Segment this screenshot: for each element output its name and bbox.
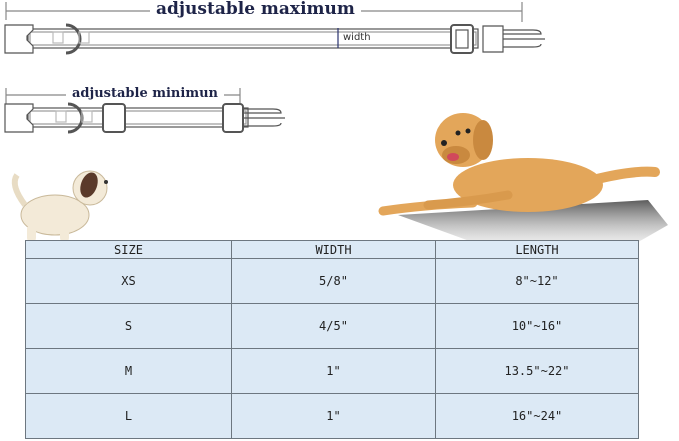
- table-row: S 4/5" 10"~16": [25, 303, 639, 349]
- puppy-illustration: [11, 170, 108, 242]
- length-cell: 13.5"~22": [435, 348, 639, 394]
- header-width: WIDTH: [231, 240, 436, 259]
- size-cell: M: [25, 348, 232, 394]
- width-cell: 5/8": [231, 258, 436, 304]
- size-cell: L: [25, 393, 232, 439]
- table-row: L 1" 16"~24": [25, 393, 639, 439]
- table-header-row: SIZE WIDTH LENGTH: [25, 240, 639, 259]
- table-row: XS 5/8" 8"~12": [25, 258, 639, 304]
- width-cell: 1": [231, 348, 436, 394]
- collar-diagram: [4, 2, 545, 134]
- width-cell: 4/5": [231, 303, 436, 349]
- adjustable-minimum-caption: adjustable minimun: [66, 86, 224, 101]
- length-cell: 8"~12": [435, 258, 639, 304]
- width-cell: 1": [231, 393, 436, 439]
- table-row: M 1" 13.5"~22": [25, 348, 639, 394]
- length-cell: 10"~16": [435, 303, 639, 349]
- size-chart-table: SIZE WIDTH LENGTH XS 5/8" 8"~12" S 4/5" …: [25, 240, 639, 439]
- adjustable-maximum-caption: adjustable maximum: [150, 0, 361, 19]
- size-cell: XS: [25, 258, 232, 304]
- header-length: LENGTH: [435, 240, 639, 259]
- header-size: SIZE: [25, 240, 232, 259]
- size-cell: S: [25, 303, 232, 349]
- width-label: width: [343, 32, 371, 43]
- length-cell: 16"~24": [435, 393, 639, 439]
